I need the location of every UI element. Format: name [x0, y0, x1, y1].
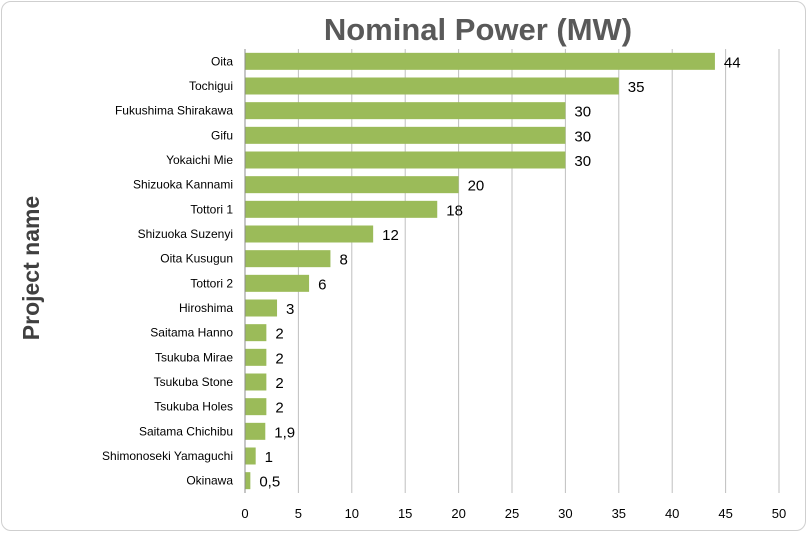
category-label: Fukushima Shirakawa [115, 104, 233, 118]
x-tick-label: 50 [772, 506, 786, 521]
bar [245, 200, 438, 218]
data-label: 30 [574, 153, 591, 170]
x-tick-label: 30 [558, 506, 572, 521]
category-label: Yokaichi Mie [166, 153, 233, 167]
bar [245, 274, 310, 292]
data-label: 18 [446, 202, 463, 219]
category-label: Tsukuba Stone [154, 375, 234, 389]
bar [245, 126, 566, 144]
data-label: 2 [275, 326, 283, 343]
data-label: 1,9 [274, 424, 295, 441]
bar [245, 250, 331, 268]
category-label: Tottori 2 [190, 276, 233, 290]
x-tick-label: 0 [241, 506, 248, 521]
bar [245, 373, 267, 391]
bar [245, 102, 566, 120]
category-label: Gifu [211, 128, 233, 142]
category-label: Tsukuba Holes [154, 400, 233, 414]
category-label: Hiroshima [179, 301, 233, 315]
bar [245, 176, 459, 194]
bar [245, 348, 267, 366]
bar [245, 151, 566, 169]
gridlines [297, 49, 780, 493]
bar [245, 299, 278, 317]
category-label: Saitama Hanno [150, 326, 233, 340]
data-label: 35 [628, 79, 645, 96]
category-labels: Oita Tochigui Fukushima Shirakawa Gifu Yokai… [102, 54, 233, 487]
category-label: Shizuoka Suzenyi [138, 227, 233, 241]
bars [245, 52, 715, 490]
x-tick-labels: 0 5 10 15 20 25 30 35 40 45 50 [241, 506, 786, 521]
data-label: 6 [318, 276, 326, 293]
bar [245, 447, 256, 465]
category-label: Oita [211, 54, 233, 68]
category-label: Tottori 1 [190, 202, 233, 216]
bar [245, 52, 715, 70]
y-axis-title: Project name [18, 196, 44, 340]
category-label: Shimonoseki Yamaguchi [102, 449, 233, 463]
data-label: 2 [275, 375, 283, 392]
category-label: Saitama Chichibu [139, 424, 233, 438]
bar [245, 398, 267, 416]
bar [245, 225, 374, 243]
data-label: 3 [286, 301, 294, 318]
data-label: 0,5 [259, 474, 280, 491]
x-tick-label: 40 [665, 506, 679, 521]
data-label: 30 [574, 128, 591, 145]
data-label: 20 [468, 178, 485, 195]
data-label: 44 [724, 54, 741, 71]
x-tick-label: 20 [451, 506, 465, 521]
data-label: 2 [275, 400, 283, 417]
x-tick-label: 25 [505, 506, 519, 521]
data-label: 1 [265, 449, 273, 466]
x-tick-label: 10 [345, 506, 359, 521]
category-label: Tsukuba Mirae [155, 350, 233, 364]
bar [245, 324, 267, 342]
data-label: 12 [382, 227, 399, 244]
x-tick-label: 45 [718, 506, 732, 521]
bar [245, 422, 266, 440]
bar [245, 472, 251, 490]
x-tick-label: 5 [295, 506, 302, 521]
category-label: Oita Kusugun [160, 252, 233, 266]
chart-title: Nominal Power (MW) [324, 12, 632, 47]
bar [245, 77, 619, 95]
data-label: 8 [339, 252, 347, 269]
category-label: Shizuoka Kannami [133, 178, 233, 192]
category-label: Okinawa [186, 474, 233, 488]
data-label: 2 [275, 350, 283, 367]
data-label: 30 [574, 104, 591, 121]
x-tick-label: 35 [612, 506, 626, 521]
x-tick-label: 15 [398, 506, 412, 521]
category-label: Tochigui [189, 79, 233, 93]
